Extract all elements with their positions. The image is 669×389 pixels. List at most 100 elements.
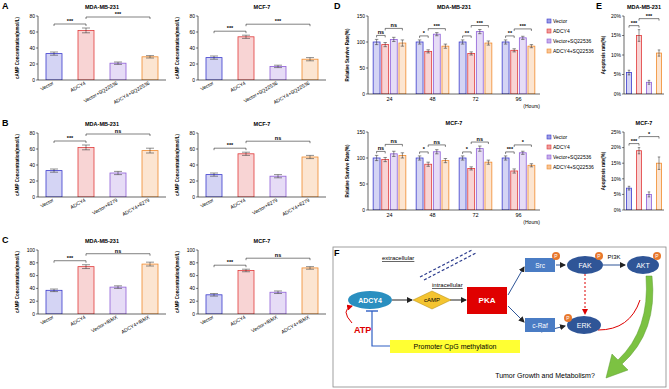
error-cap bbox=[401, 158, 404, 159]
node-label: ERK bbox=[577, 322, 592, 329]
error-line bbox=[514, 169, 515, 173]
error-line bbox=[214, 56, 215, 59]
significance-bracket bbox=[377, 35, 386, 37]
y-axis bbox=[368, 132, 369, 210]
arrow bbox=[392, 300, 412, 301]
significance-label: *** bbox=[631, 138, 638, 144]
significance-label: *** bbox=[646, 13, 653, 19]
significance-label: *** bbox=[227, 259, 234, 265]
error-cap bbox=[274, 174, 282, 175]
error-cap bbox=[383, 157, 386, 158]
y-tick-label: 80 bbox=[189, 13, 195, 19]
chart: MDA-MB-231020406080100cAMP Concentration… bbox=[15, 238, 166, 335]
y-tick bbox=[622, 55, 624, 56]
error-bar bbox=[50, 52, 58, 55]
significance-label: *** bbox=[67, 18, 74, 24]
error-bar bbox=[242, 35, 250, 38]
error-cap bbox=[478, 151, 481, 152]
error-line bbox=[419, 156, 420, 160]
bar bbox=[519, 38, 526, 94]
error-line bbox=[428, 162, 429, 166]
bar bbox=[485, 162, 492, 210]
error-cap bbox=[375, 155, 378, 156]
significance-bracket bbox=[463, 36, 472, 38]
error-cap bbox=[274, 65, 282, 66]
error-cap bbox=[444, 48, 447, 49]
y-tick bbox=[196, 80, 198, 81]
error-bar bbox=[375, 155, 378, 160]
y-tick-label: 40 bbox=[189, 45, 195, 51]
y-tick-label: 0 bbox=[192, 311, 195, 317]
y-label: cAMP Concentration(nmol/L) bbox=[175, 134, 180, 196]
significance-label: ns bbox=[378, 29, 384, 35]
y-tick bbox=[196, 314, 198, 315]
error-cap bbox=[82, 32, 90, 33]
x-tick-label: Vector bbox=[39, 314, 55, 326]
error-cap bbox=[392, 37, 395, 38]
error-cap bbox=[461, 39, 464, 40]
error-cap bbox=[648, 196, 651, 197]
significance-label: ns bbox=[378, 145, 384, 151]
marks bbox=[373, 146, 535, 210]
error-cap bbox=[469, 166, 472, 167]
y-tick bbox=[36, 301, 38, 302]
x-axis bbox=[624, 94, 664, 95]
error-cap bbox=[461, 44, 464, 45]
error-line bbox=[428, 50, 429, 53]
x-tick-label: ADCY4 bbox=[229, 197, 247, 211]
bar bbox=[382, 45, 389, 94]
error-bar bbox=[274, 175, 282, 178]
error-line bbox=[376, 39, 377, 44]
outcome-arrow bbox=[606, 276, 653, 378]
y-tick bbox=[36, 149, 38, 150]
bar bbox=[468, 168, 475, 210]
bar bbox=[459, 42, 466, 94]
bar bbox=[425, 51, 432, 94]
inhibition-bar bbox=[366, 310, 378, 311]
error-bar bbox=[114, 286, 122, 289]
error-bar bbox=[512, 49, 515, 52]
node-src bbox=[525, 258, 555, 272]
error-cap bbox=[435, 153, 438, 154]
error-cap bbox=[146, 266, 154, 267]
y-tick bbox=[196, 301, 198, 302]
error-cap bbox=[648, 84, 651, 85]
legend-marker bbox=[547, 49, 551, 53]
phospho-mark bbox=[564, 314, 572, 322]
error-bar bbox=[210, 56, 218, 59]
error-cap bbox=[444, 158, 447, 159]
significance-label: ns bbox=[391, 138, 397, 144]
error-cap bbox=[146, 58, 154, 59]
error-cap bbox=[392, 41, 395, 42]
significance-label: *** bbox=[520, 23, 527, 29]
error-cap bbox=[487, 40, 490, 41]
error-line bbox=[150, 262, 151, 266]
error-line bbox=[649, 80, 650, 84]
y-tick bbox=[366, 94, 368, 95]
significance-bracket bbox=[629, 144, 639, 146]
y-tick-label: 15% bbox=[611, 32, 622, 38]
error-line bbox=[150, 148, 151, 153]
error-line bbox=[462, 40, 463, 44]
error-cap bbox=[469, 51, 472, 52]
bar bbox=[442, 161, 449, 210]
error-cap bbox=[478, 146, 481, 147]
bar bbox=[627, 188, 632, 210]
chart: MDA-MB-231020406080cAMP Concentration(nm… bbox=[15, 121, 166, 217]
error-cap bbox=[210, 176, 218, 177]
y-tick bbox=[36, 64, 38, 65]
y-tick bbox=[622, 147, 624, 148]
y-tick-label: 60 bbox=[189, 146, 195, 152]
y-tick bbox=[622, 74, 624, 75]
error-line bbox=[659, 157, 660, 169]
membrane bbox=[424, 253, 476, 280]
error-cap bbox=[242, 155, 250, 156]
error-cap bbox=[530, 166, 533, 167]
error-cap bbox=[242, 271, 250, 272]
marks bbox=[627, 148, 662, 210]
error-cap bbox=[504, 155, 507, 156]
y-tick bbox=[196, 288, 198, 289]
error-cap bbox=[306, 158, 314, 159]
region-label: extracellular bbox=[382, 255, 414, 261]
y-tick-label: 100 bbox=[27, 247, 36, 253]
